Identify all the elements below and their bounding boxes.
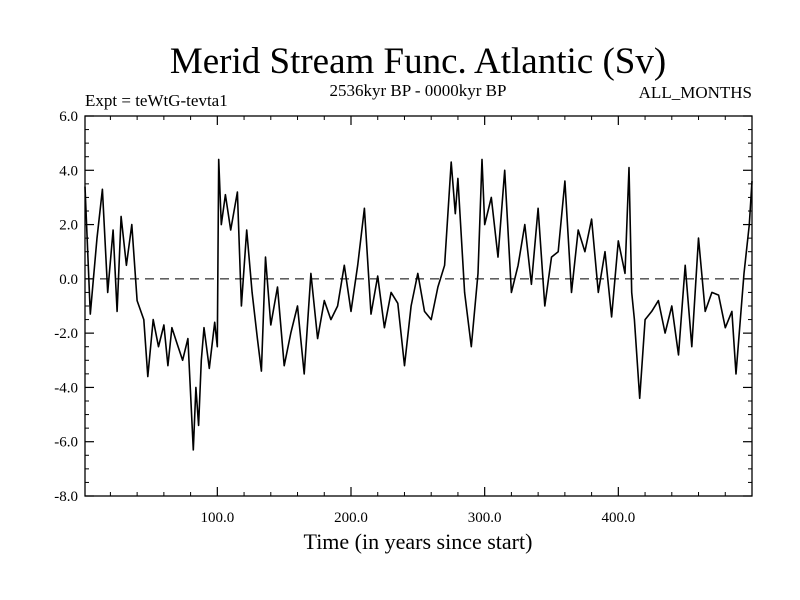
y-tick-label: -4.0	[54, 380, 78, 396]
y-tick-label: 2.0	[59, 218, 78, 234]
chart-title: Merid Stream Func. Atlantic (Sv)	[170, 41, 666, 82]
x-tick-label: 200.0	[334, 510, 368, 526]
y-tick-label: 0.0	[59, 272, 78, 288]
series-line-0	[84, 158, 753, 451]
y-tick-label: -6.0	[54, 435, 78, 451]
y-tick-label: -2.0	[54, 326, 78, 342]
plot-area: 6.0 4.0 2.0 0.0 -2.0 -4.0 -6.0 -8.0 100.0 200.0 30…	[54, 109, 753, 526]
chart-subtitle-center: 2536kyr BP - 0000kyr BP	[330, 81, 507, 100]
chart-subtitle-left: Expt = teWtG-tevta1	[85, 91, 228, 110]
y-tick-label: 6.0	[59, 109, 78, 125]
y-tick-label: 4.0	[59, 163, 78, 179]
x-axis-label: Time (in years since start)	[304, 529, 533, 554]
x-tick-label: 400.0	[601, 510, 635, 526]
plot-frame	[84, 115, 753, 497]
x-tick-label: 100.0	[200, 510, 234, 526]
chart-subtitle-right: ALL_MONTHS	[639, 83, 752, 102]
x-tick-label: 300.0	[468, 510, 502, 526]
y-tick-label: -8.0	[54, 489, 78, 505]
